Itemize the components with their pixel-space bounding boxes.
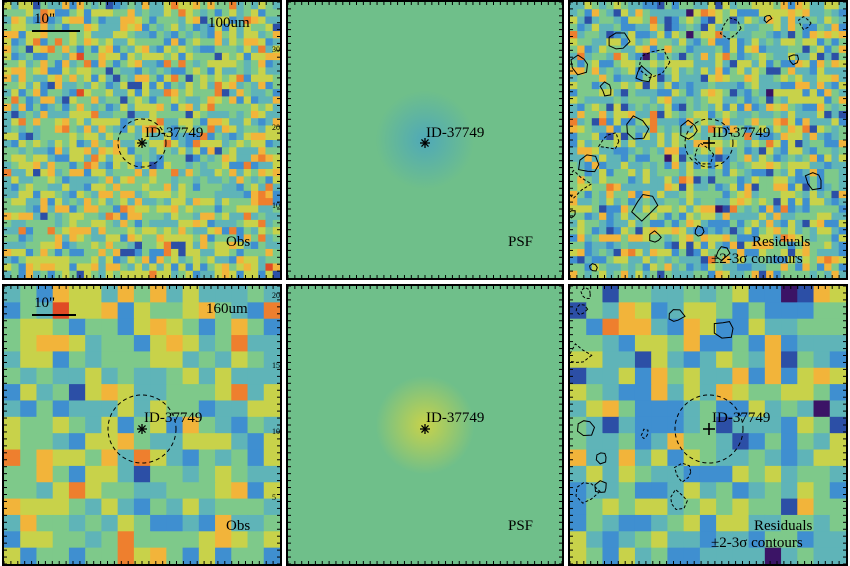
obs-panel-160um: 10" 160um ID-37749 Obs: [2, 284, 282, 566]
aperture-circle: [107, 394, 177, 464]
source-label: ID-37749: [426, 125, 485, 141]
contour-set: [570, 286, 734, 511]
scale-bar: [32, 314, 76, 316]
psf-image-100um: [288, 2, 562, 278]
obs-image-160um: [4, 286, 280, 564]
pixel-grid: [570, 286, 846, 564]
psf-label: PSF: [508, 518, 534, 534]
source-marker-icon: [420, 424, 430, 434]
obs-label: Obs: [226, 234, 251, 250]
axis-ticks: [570, 2, 846, 278]
scale-bar: [32, 30, 80, 32]
psf-image-160um: [288, 286, 562, 564]
contour-set: [570, 14, 822, 272]
y-tick-label: 15: [272, 361, 280, 370]
y-tick-label: 5: [272, 493, 276, 502]
residual-panel-160um: ID-37749 Residuals ±2-3σ contours: [568, 284, 848, 566]
source-marker-icon: [137, 138, 147, 148]
psf-panel-100um: ID-37749 PSF: [286, 0, 564, 280]
source-marker-icon: [703, 137, 715, 149]
source-label: ID-37749: [712, 410, 771, 426]
axis-ticks: [4, 286, 280, 564]
scale-label: 10": [34, 11, 56, 27]
contours-label: ±2-3σ contours: [711, 535, 803, 551]
axis-ticks: [288, 286, 562, 564]
scale-label: 10": [34, 295, 56, 311]
source-marker-icon: [703, 423, 715, 435]
residuals-label: Residuals: [754, 518, 813, 534]
source-marker-icon: [137, 424, 147, 434]
source-label: ID-37749: [426, 410, 485, 426]
y-tick-label: 30: [272, 45, 280, 54]
psf-panel-160um: ID-37749 PSF: [286, 284, 564, 566]
residual-image-160um: [570, 286, 846, 564]
pixel-grid: [4, 286, 280, 564]
aperture-circle: [684, 118, 734, 168]
psf-label: PSF: [508, 234, 534, 250]
y-tick-label: 20: [272, 291, 280, 300]
source-label: ID-37749: [144, 410, 203, 426]
axis-ticks: [570, 286, 846, 564]
band-label: 160um: [206, 301, 248, 317]
pixel-grid: [570, 2, 846, 278]
obs-panel-100um: 10" 100um ID-37749 Obs: [2, 0, 282, 280]
axis-ticks: [4, 2, 280, 278]
axis-ticks: [288, 2, 562, 278]
residual-panel-100um: ID-37749 Residuals ±2-3σ contours: [568, 0, 848, 280]
obs-image-100um: [4, 2, 280, 278]
residual-image-100um: [570, 2, 846, 278]
aperture-circle: [117, 118, 167, 168]
residuals-label: Residuals: [752, 234, 811, 250]
source-label: ID-37749: [145, 125, 204, 141]
aperture-circle: [674, 394, 744, 464]
y-tick-label: 10: [272, 427, 280, 436]
y-tick-label: 10: [272, 201, 280, 210]
band-label: 100um: [208, 15, 250, 31]
obs-label: Obs: [226, 518, 251, 534]
pixel-grid: [4, 2, 280, 278]
y-tick-label: 20: [272, 123, 280, 132]
source-marker-icon: [420, 138, 430, 148]
contours-label: ±2-3σ contours: [711, 251, 803, 267]
source-label: ID-37749: [712, 125, 771, 141]
